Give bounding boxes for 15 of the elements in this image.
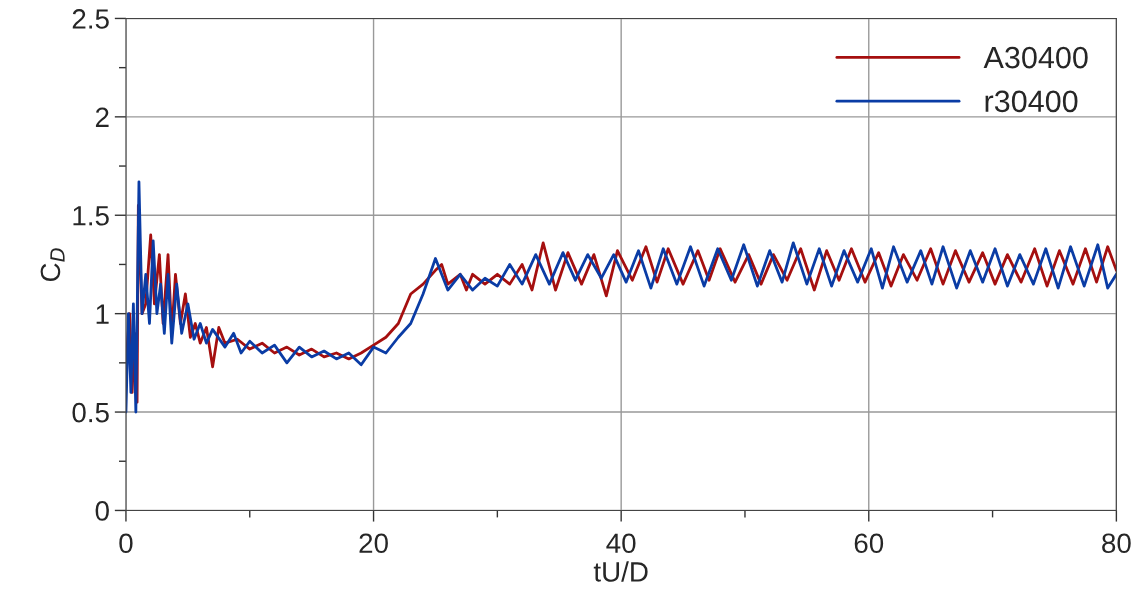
x-tick-label: 40 (606, 533, 636, 554)
x-tick-label: 20 (359, 533, 388, 554)
y-tick-label: 1.5 (73, 206, 109, 226)
x-tick-label: 80 (1102, 533, 1131, 554)
y-axis-title: C$_{D}$ (40, 248, 65, 282)
y-tick-label: 2.5 (72, 9, 109, 29)
x-axis-title: tU/D (593, 561, 648, 582)
x-tick-label: 0 (119, 533, 133, 554)
legend-label: r30400 (985, 90, 1078, 113)
x-tick-label: 60 (854, 533, 884, 554)
y-tick-label: 2 (95, 107, 109, 127)
legend-label: A30400 (983, 46, 1088, 69)
y-tick-label: 0 (95, 501, 109, 521)
y-tick-label: 0.5 (72, 402, 109, 423)
y-tick-label: 1 (96, 304, 109, 324)
